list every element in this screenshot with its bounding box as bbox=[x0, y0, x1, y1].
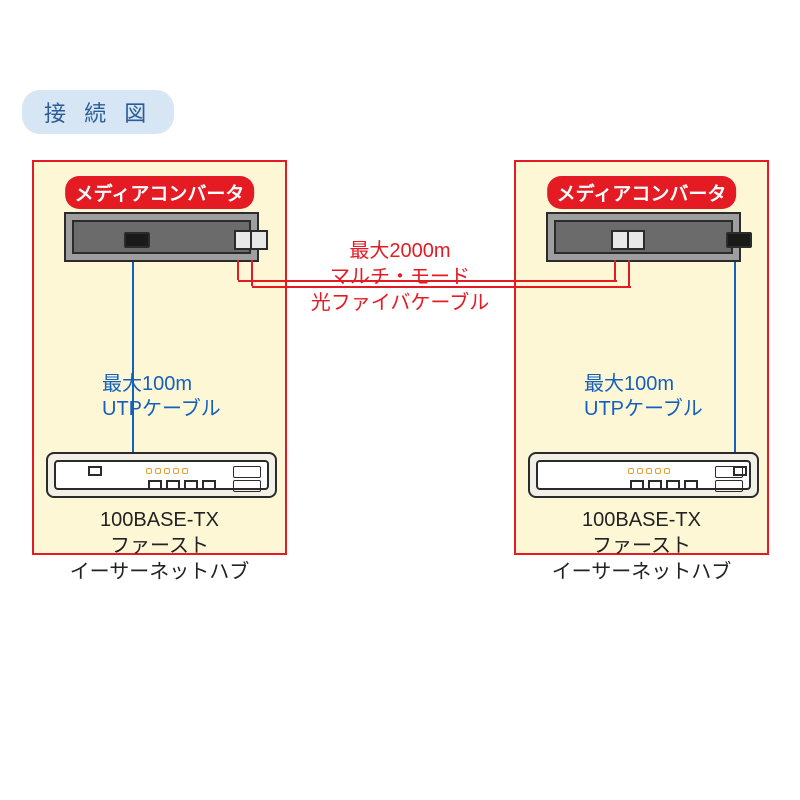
ethernet-hub-label-line3: イーサーネットハブ bbox=[34, 559, 285, 585]
utp-cable-line bbox=[734, 262, 736, 452]
fiber-line bbox=[237, 260, 239, 280]
ethernet-hub-label-line1: 100BASE-TX bbox=[516, 507, 767, 533]
fiber-line bbox=[614, 260, 616, 280]
hub-port bbox=[148, 480, 162, 490]
media-converter-device bbox=[546, 212, 741, 262]
hub-port bbox=[684, 480, 698, 490]
hub-led bbox=[146, 468, 152, 474]
ethernet-hub-label: 100BASE-TXファーストイーサーネットハブ bbox=[34, 507, 285, 585]
rj45-port bbox=[124, 232, 150, 248]
hub-led bbox=[664, 468, 670, 474]
rj45-port bbox=[726, 232, 752, 248]
utp-cable-label: 最大100mUTPケーブル bbox=[102, 372, 221, 422]
utp-cable-label-line2: UTPケーブル bbox=[584, 397, 703, 422]
hub-led bbox=[155, 468, 161, 474]
ethernet-hub-label-line2: ファースト bbox=[34, 533, 285, 559]
fiber-cable-label-line2: マルチ・モード bbox=[300, 264, 500, 290]
hub-led bbox=[655, 468, 661, 474]
sc-fiber-port-a bbox=[236, 232, 252, 248]
media-converter-badge: メディアコンバータ bbox=[65, 176, 255, 209]
hub-led bbox=[164, 468, 170, 474]
sc-fiber-port bbox=[611, 230, 645, 250]
ethernet-hub-label: 100BASE-TXファーストイーサーネットハブ bbox=[516, 507, 767, 585]
hub-led bbox=[628, 468, 634, 474]
hub-port bbox=[202, 480, 216, 490]
hub-port bbox=[166, 480, 180, 490]
ethernet-hub-faceplate bbox=[54, 460, 269, 490]
hub-led-row bbox=[146, 468, 188, 474]
sc-fiber-port bbox=[234, 230, 268, 250]
media-converter-badge: メディアコンバータ bbox=[547, 176, 737, 209]
media-converter-faceplate bbox=[72, 220, 251, 254]
hub-port bbox=[666, 480, 680, 490]
utp-cable-line bbox=[132, 262, 134, 452]
media-converter-faceplate bbox=[554, 220, 733, 254]
utp-cable-label-line2: UTPケーブル bbox=[102, 397, 221, 422]
hub-led bbox=[646, 468, 652, 474]
hub-switch bbox=[715, 466, 743, 478]
hub-port bbox=[630, 480, 644, 490]
diagram-title: 接 続 図 bbox=[22, 90, 174, 134]
fiber-line bbox=[251, 260, 253, 286]
utp-cable-label: 最大100mUTPケーブル bbox=[584, 372, 703, 422]
ethernet-hub bbox=[46, 452, 277, 498]
sc-fiber-port-b bbox=[252, 232, 266, 248]
hub-port bbox=[184, 480, 198, 490]
hub-switch bbox=[715, 480, 743, 492]
ethernet-hub bbox=[528, 452, 759, 498]
hub-port bbox=[648, 480, 662, 490]
sc-fiber-port-a bbox=[613, 232, 629, 248]
hub-led bbox=[637, 468, 643, 474]
panel-left: メディアコンバータ最大100mUTPケーブル100BASE-TXファーストイーサ… bbox=[32, 160, 287, 555]
hub-led bbox=[173, 468, 179, 474]
hub-switch bbox=[233, 480, 261, 492]
hub-led-row bbox=[628, 468, 670, 474]
ethernet-hub-faceplate bbox=[536, 460, 751, 490]
utp-cable-label-line1: 最大100m bbox=[584, 372, 703, 397]
media-converter-device bbox=[64, 212, 259, 262]
utp-cable-label-line1: 最大100m bbox=[102, 372, 221, 397]
fiber-cable-label: 最大2000mマルチ・モード光ファイバケーブル bbox=[300, 238, 500, 316]
fiber-line bbox=[628, 260, 630, 286]
ethernet-hub-label-line3: イーサーネットハブ bbox=[516, 559, 767, 585]
hub-switch bbox=[233, 466, 261, 478]
sc-fiber-port-b bbox=[629, 232, 643, 248]
hub-uplink-port bbox=[88, 466, 102, 476]
panel-right: メディアコンバータ最大100mUTPケーブル100BASE-TXファーストイーサ… bbox=[514, 160, 769, 555]
fiber-cable-label-line3: 光ファイバケーブル bbox=[300, 290, 500, 316]
hub-led bbox=[182, 468, 188, 474]
fiber-cable-label-line1: 最大2000m bbox=[300, 238, 500, 264]
ethernet-hub-label-line1: 100BASE-TX bbox=[34, 507, 285, 533]
ethernet-hub-label-line2: ファースト bbox=[516, 533, 767, 559]
